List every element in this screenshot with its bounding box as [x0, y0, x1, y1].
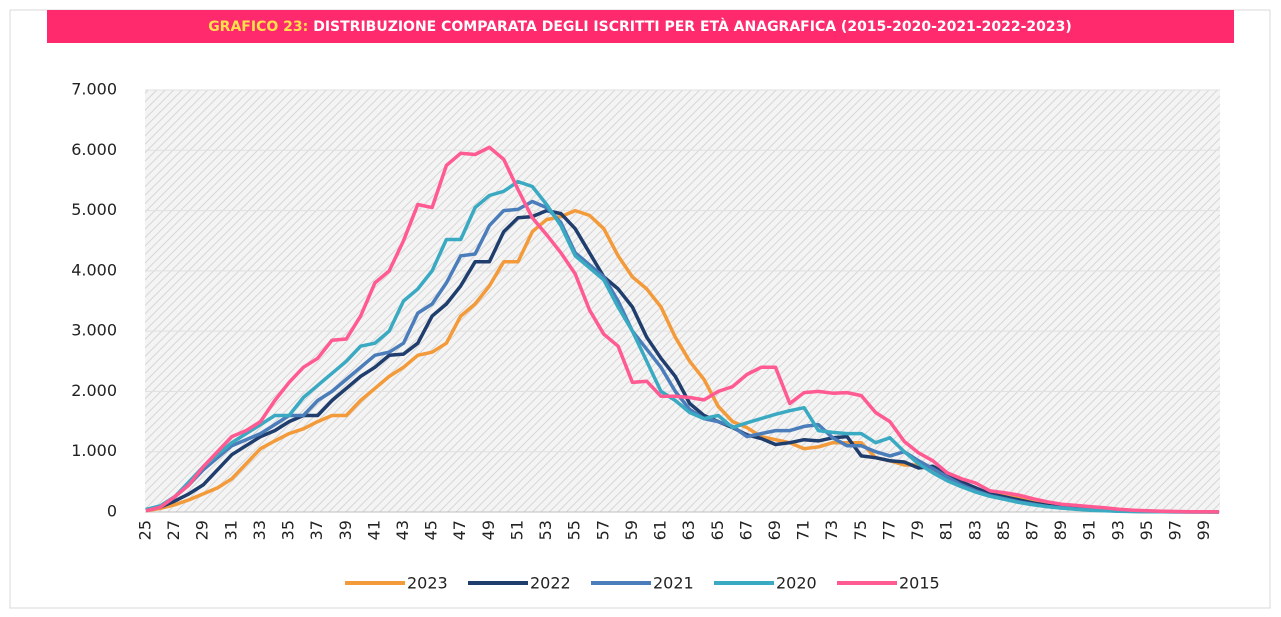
- x-tick-label: 53: [536, 520, 555, 540]
- legend-label: 2023: [407, 574, 448, 593]
- x-tick-label: 45: [422, 520, 441, 540]
- legend-label: 2022: [530, 574, 571, 593]
- x-tick-label: 59: [622, 520, 641, 540]
- x-tick-label: 87: [1023, 520, 1042, 540]
- x-tick-label: 57: [593, 520, 612, 540]
- x-tick-label: 63: [679, 520, 698, 540]
- chart-title: DISTRIBUZIONE COMPARATA DEGLI ISCRITTI P…: [313, 18, 1072, 35]
- x-tick-label: 31: [221, 520, 240, 540]
- x-tick-label: 55: [565, 520, 584, 540]
- x-tick-label: 41: [364, 520, 383, 540]
- x-tick-label: 65: [708, 520, 727, 540]
- legend-label: 2021: [653, 574, 694, 593]
- x-tick-label: 85: [994, 520, 1013, 540]
- title-bar: [47, 10, 1234, 43]
- x-tick-label: 39: [336, 520, 355, 540]
- chart-title-label: GRAFICO 23:: [208, 19, 308, 35]
- legend-label: 2020: [776, 574, 817, 593]
- x-tick-label: 51: [507, 520, 526, 540]
- x-tick-label: 43: [393, 520, 412, 540]
- x-tick-label: 97: [1166, 520, 1185, 540]
- x-tick-label: 25: [136, 520, 155, 540]
- x-tick-label: 29: [193, 520, 212, 540]
- legend-label: 2015: [899, 574, 940, 593]
- x-tick-label: 79: [908, 520, 927, 540]
- series-line: [145, 179, 1220, 514]
- x-tick-label: 81: [937, 520, 956, 540]
- x-tick-label: 47: [450, 520, 469, 540]
- y-tick-label: 2.000: [71, 381, 117, 400]
- y-tick-label: 6.000: [71, 140, 117, 159]
- x-tick-label: 69: [765, 520, 784, 540]
- y-tick-label: 3.000: [71, 321, 117, 340]
- series-line: [145, 145, 1220, 514]
- x-tick-label: 89: [1051, 520, 1070, 540]
- x-tick-label: 99: [1194, 520, 1213, 540]
- chart-title-group: GRAFICO 23: DISTRIBUZIONE COMPARATA DEGLI…: [208, 18, 1072, 35]
- x-tick-label: 83: [965, 520, 984, 540]
- x-tick-label: 67: [736, 520, 755, 540]
- x-tick-label: 75: [851, 520, 870, 540]
- x-tick-label: 91: [1080, 520, 1099, 540]
- y-tick-label: 1.000: [71, 441, 117, 460]
- x-tick-label: 49: [479, 520, 498, 540]
- x-tick-label: 37: [307, 520, 326, 540]
- y-tick-label: 4.000: [71, 260, 117, 279]
- x-tick-label: 27: [164, 520, 183, 540]
- x-tick-label: 95: [1137, 520, 1156, 540]
- x-tick-label: 61: [651, 520, 670, 540]
- x-tick-label: 93: [1108, 520, 1127, 540]
- y-tick-label: 0: [107, 502, 117, 521]
- plot-area: [145, 90, 1220, 512]
- x-tick-label: 71: [794, 520, 813, 540]
- x-tick-label: 33: [250, 520, 269, 540]
- x-tick-label: 35: [279, 520, 298, 540]
- y-tick-label: 7.000: [71, 80, 117, 99]
- y-tick-label: 5.000: [71, 200, 117, 219]
- x-tick-label: 73: [822, 520, 841, 540]
- x-tick-label: 77: [879, 520, 898, 540]
